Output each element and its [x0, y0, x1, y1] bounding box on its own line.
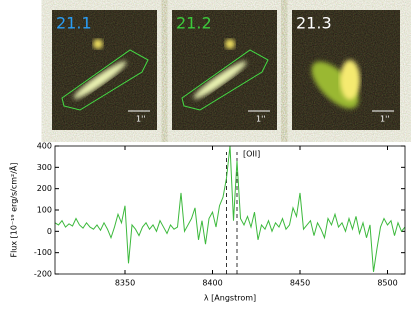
annotation: [OII]: [243, 150, 260, 159]
spectrum-line: [54, 145, 406, 272]
plot-frame: [54, 145, 406, 275]
x-tick-label: 8450: [290, 279, 310, 288]
y-tick-label: 400: [37, 142, 52, 151]
panel-label: 21.3: [296, 14, 332, 33]
image-panel: 21.2 1'': [172, 10, 277, 130]
scale-label: 1'': [136, 115, 146, 124]
x-tick-label: 8400: [202, 279, 222, 288]
image-panel: 21.3 1'': [292, 10, 400, 130]
y-tick-label: -200: [34, 270, 52, 279]
panel-label: 21.2: [176, 14, 212, 33]
y-tick-label: 100: [37, 206, 52, 215]
y-tick-label: -100: [34, 248, 52, 257]
x-tick-label: 8350: [115, 279, 135, 288]
x-axis-label: λ [Angstrom]: [204, 294, 256, 303]
image-panel: 21.1 1'': [52, 10, 157, 130]
panel-label: 21.1: [56, 14, 92, 33]
y-tick-label: 300: [37, 163, 52, 172]
scale-label: 1'': [256, 115, 266, 124]
y-tick-label: 0: [47, 227, 52, 236]
y-tick-label: 200: [37, 184, 52, 193]
scale-label: 1'': [380, 115, 390, 124]
y-axis-label: Flux [10⁻¹⁹ erg/s/cm²/Å]: [8, 162, 19, 257]
spectrum-plot: Flux [10⁻¹⁹ erg/s/cm²/Å] λ [Angstrom]: [8, 162, 257, 302]
x-tick-label: 8500: [377, 279, 397, 288]
